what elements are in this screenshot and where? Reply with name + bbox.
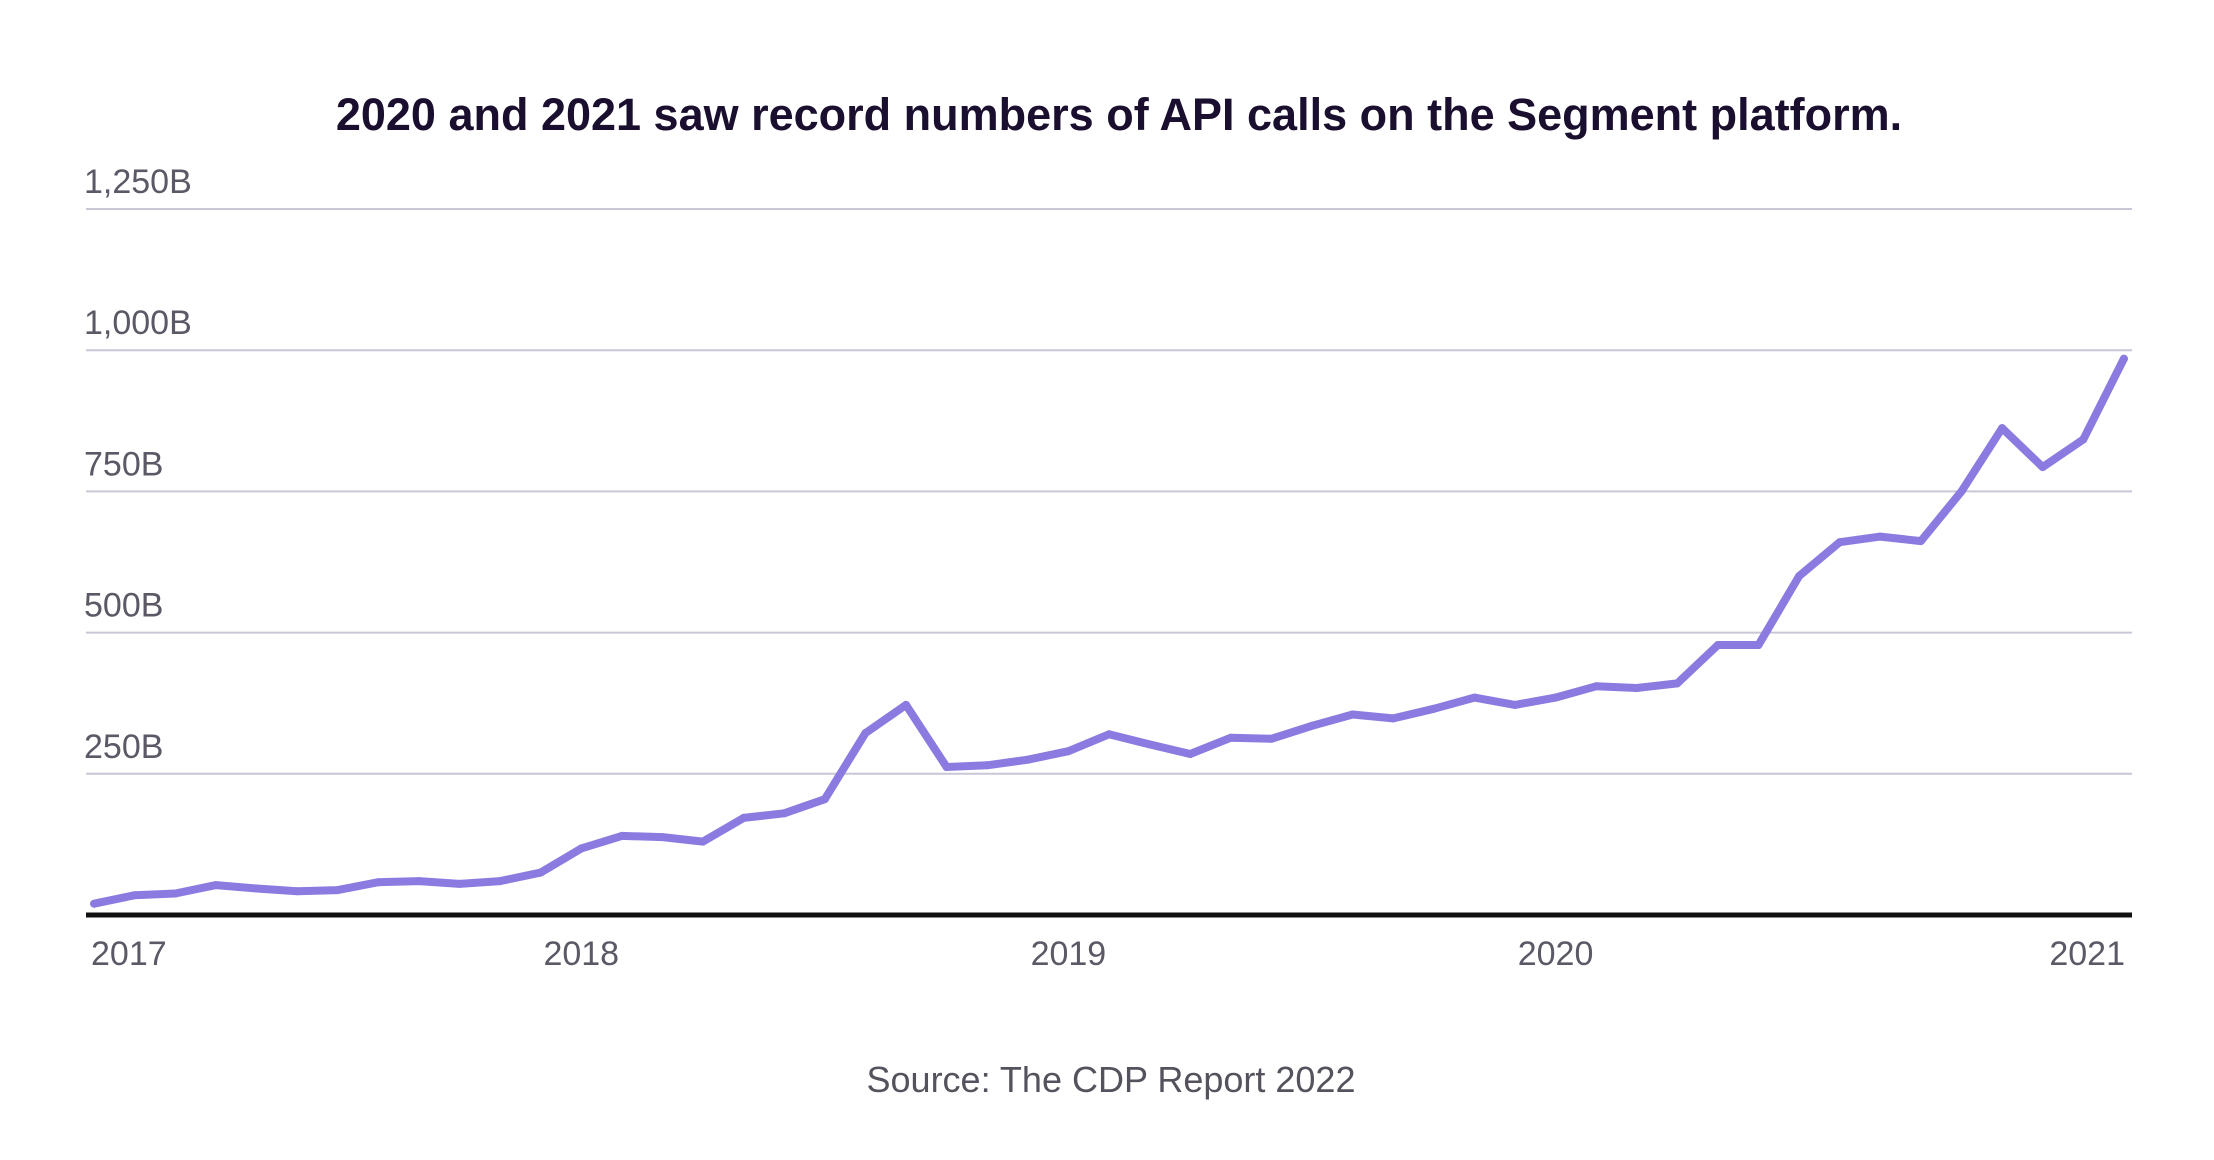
data-point: [455, 879, 464, 888]
series-line: [90, 354, 2128, 908]
data-point: [1511, 700, 1519, 709]
x-axis-ticks: 2017 2018 2019 2020 2021: [91, 935, 2125, 973]
data-point: [130, 891, 139, 900]
data-point: [1632, 684, 1641, 692]
y-tick-label: 1,000B: [84, 304, 192, 342]
data-point: [699, 837, 707, 846]
data-point: [1876, 532, 1885, 541]
y-tick-label: 500B: [84, 587, 163, 625]
data-point: [1470, 693, 1479, 702]
gridlines: [86, 208, 2132, 775]
data-point: [1389, 714, 1398, 723]
data-point: [414, 877, 423, 886]
data-point: [2038, 463, 2047, 472]
data-point: [1064, 747, 1073, 756]
x-tick-label: 2019: [1031, 935, 1107, 973]
data-point: [252, 884, 261, 893]
data-point: [1186, 750, 1195, 758]
data-point: [1713, 641, 1722, 649]
data-point: [2079, 435, 2088, 444]
data-point: [2119, 354, 2128, 363]
data-point: [780, 809, 789, 818]
data-point: [577, 844, 586, 853]
data-point: [1592, 682, 1601, 691]
data-point: [211, 881, 220, 890]
x-tick-label: 2020: [1518, 935, 1594, 973]
y-tick-label: 1,250B: [84, 163, 192, 201]
data-point: [1835, 538, 1844, 547]
data-point: [658, 833, 667, 842]
data-point: [1754, 641, 1763, 649]
data-point: [983, 761, 992, 770]
data-point: [1429, 704, 1438, 713]
data-point: [1308, 721, 1316, 730]
data-point: [861, 729, 870, 738]
data-point: [1267, 734, 1276, 743]
data-point: [1348, 710, 1357, 719]
data-point: [1023, 755, 1032, 764]
data-point: [1795, 572, 1804, 581]
source-note: Source: The CDP Report 2022: [867, 1059, 1356, 1100]
x-tick-label: 2018: [543, 935, 619, 973]
data-point: [1551, 693, 1560, 702]
data-point: [1226, 733, 1235, 742]
data-point: [374, 878, 383, 887]
data-point: [171, 889, 180, 898]
data-point: [617, 831, 626, 840]
y-axis-ticks: 250B 500B 750B 1,000B 1,250B: [84, 163, 192, 766]
data-point: [536, 868, 545, 877]
data-point: [1957, 487, 1966, 496]
data-point: [496, 877, 505, 886]
x-tick-label: 2021: [2049, 935, 2125, 973]
data-points: [90, 354, 2128, 908]
data-point: [820, 795, 829, 804]
chart-title: 2020 and 2021 saw record numbers of API …: [336, 89, 1902, 140]
data-point: [1916, 537, 1925, 546]
data-point: [333, 886, 342, 895]
data-point: [942, 763, 951, 771]
data-point: [1673, 679, 1682, 688]
x-tick-label: 2017: [91, 935, 167, 973]
data-point: [293, 887, 302, 896]
data-point: [90, 899, 99, 908]
y-tick-label: 250B: [84, 728, 163, 766]
data-point: [739, 813, 748, 822]
data-point: [902, 700, 910, 709]
data-point: [1105, 730, 1113, 739]
series-layer: [90, 354, 2128, 908]
data-point: [1145, 740, 1154, 749]
y-tick-label: 750B: [84, 445, 163, 483]
data-point: [1998, 424, 2007, 433]
